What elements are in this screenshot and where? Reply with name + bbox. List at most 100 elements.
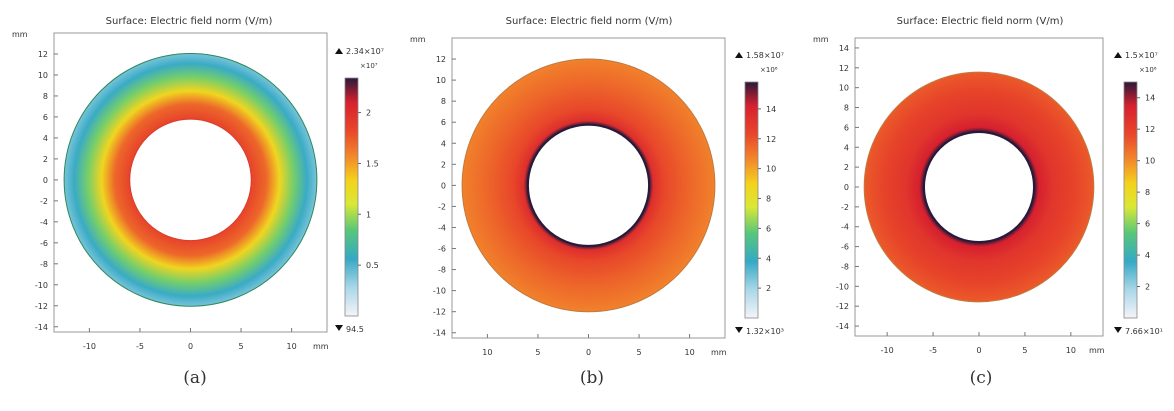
- ring-inner-edge: [129, 118, 252, 241]
- field-ring: [462, 58, 715, 312]
- y-tick-label: -8: [438, 266, 446, 275]
- chart-title: Surface: Electric field norm (V/m): [106, 16, 273, 27]
- y-tick-label: 12: [839, 64, 849, 73]
- colorbar-tick-label: 2: [366, 109, 371, 118]
- y-tick-label: 2: [844, 163, 849, 172]
- panel-a: Surface: Electric field norm (V/m) mm mm 1 2…: [0, 0, 395, 411]
- x-tick-label: -5: [929, 346, 937, 355]
- colorbar-tick-label: 6: [766, 224, 771, 233]
- y-tick-label: 4: [441, 139, 446, 148]
- x-tick-label: -10: [881, 346, 894, 355]
- x-tick-label: 10: [482, 348, 492, 357]
- colorbar-tick-label: 2: [1145, 283, 1150, 292]
- y-tick-label: 10: [839, 84, 849, 93]
- y-tick-label: 8: [441, 97, 446, 106]
- colorbar-min-label: 7.66×10¹: [1125, 327, 1163, 336]
- x-tick-label: 5: [1022, 346, 1027, 355]
- y-tick-label: -12: [35, 302, 48, 311]
- y-tick-label: 4: [43, 134, 48, 143]
- colorbar-tick-label: 1.5: [366, 159, 379, 168]
- min-marker-icon: [1114, 327, 1122, 333]
- colorbar-tick-label: 14: [1145, 94, 1155, 103]
- colorbar-tick-label: 12: [1145, 125, 1155, 134]
- y-tick-label: -2: [438, 202, 446, 211]
- x-tick-label: 5: [637, 348, 642, 357]
- y-tick-label: 2: [43, 155, 48, 164]
- y-tick-label: 6: [441, 118, 446, 127]
- chart-title: Surface: Electric field norm (V/m): [897, 16, 1064, 27]
- y-axis-label: mm: [813, 35, 829, 44]
- y-axis-label: mm: [12, 30, 28, 39]
- colorbar-tick-label: 4: [766, 254, 771, 263]
- x-tick-label: 10: [685, 348, 695, 357]
- colorbar-tick-label: 14: [766, 105, 776, 114]
- y-tick-label: -14: [35, 323, 48, 332]
- colorbar-tick-label: 4: [1145, 251, 1150, 260]
- colorbar-tick-label: 10: [1145, 157, 1155, 166]
- caption-a: (a): [183, 368, 207, 388]
- y-tick-label: 0: [43, 176, 48, 185]
- y-tick-label: -10: [836, 282, 849, 291]
- colorbar-max-label: 1.5×10⁷: [1125, 51, 1158, 60]
- x-tick-label: 10: [1066, 346, 1076, 355]
- colorbar-tick-label: 10: [766, 165, 776, 174]
- min-marker-icon: [335, 325, 343, 331]
- y-tick-label: 4: [844, 143, 849, 152]
- y-tick-label: -12: [836, 302, 849, 311]
- y-tick-label: -2: [841, 203, 849, 212]
- y-tick-label: 8: [43, 92, 48, 101]
- ring-inner-edge: [526, 123, 651, 248]
- y-tick-label: 12: [436, 55, 446, 64]
- x-axis-label: mm: [313, 342, 329, 351]
- y-tick-label: 10: [436, 76, 446, 85]
- chart-c: Surface: Electric field norm (V/m) mm mm 14…: [813, 16, 1163, 355]
- x-tick-label: 5: [239, 342, 244, 351]
- colorbar: [744, 81, 759, 319]
- colorbar-tick-label: 2: [766, 284, 771, 293]
- y-tick-label: 10: [38, 71, 48, 80]
- y-tick-label: 14: [839, 44, 849, 53]
- y-tick-label: -2: [40, 197, 48, 206]
- ring-outer-edge: [63, 52, 318, 307]
- colorbar: [344, 77, 359, 317]
- field-ring: [864, 72, 1094, 302]
- y-tick-label: -12: [433, 308, 446, 317]
- colorbar-tick-label: 1: [366, 210, 371, 219]
- colorbar-tick-label: 12: [766, 135, 776, 144]
- caption-b: (b): [579, 368, 605, 388]
- x-tick-label: 0: [188, 342, 193, 351]
- y-tick-label: -4: [841, 223, 849, 232]
- x-axis-label: mm: [711, 348, 727, 357]
- x-tick-label: 0: [976, 346, 981, 355]
- y-tick-label: -6: [841, 243, 849, 252]
- y-axis-label: mm: [410, 35, 426, 44]
- y-tick-label: -6: [40, 239, 48, 248]
- x-axis-label: mm: [1089, 346, 1105, 355]
- max-marker-icon: [1114, 52, 1122, 58]
- chart-title: Surface: Electric field norm (V/m): [506, 16, 673, 27]
- colorbar-tick-label: 0.5: [366, 261, 379, 270]
- field-ring: [64, 53, 317, 307]
- max-marker-icon: [735, 52, 743, 58]
- panel-c: Surface: Electric field norm (V/m) mm mm 14…: [795, 0, 1174, 411]
- y-tick-label: 2: [441, 160, 446, 169]
- y-tick-label: -10: [35, 281, 48, 290]
- y-tick-label: -14: [433, 329, 446, 338]
- y-tick-label: -4: [40, 218, 48, 227]
- colorbar-multiplier: ×10⁶: [760, 66, 778, 74]
- colorbar-tick-label: 8: [766, 195, 771, 204]
- colorbar-max-label: 2.34×10⁷: [346, 47, 384, 56]
- chart-a: Surface: Electric field norm (V/m) mm mm 1 2…: [12, 16, 384, 351]
- panel-b: Surface: Electric field norm (V/m) mm mm 12…: [395, 0, 795, 411]
- colorbar-tick-label: 6: [1145, 220, 1150, 229]
- colorbar-tick-label: 8: [1145, 188, 1150, 197]
- y-tick-label: -4: [438, 223, 446, 232]
- y-tick-label: -8: [841, 262, 849, 271]
- x-tick-label: 5: [535, 348, 540, 357]
- chart-b: Surface: Electric field norm (V/m) mm mm 12…: [410, 16, 784, 357]
- y-tick-label: -8: [40, 260, 48, 269]
- x-tick-label: 0: [586, 348, 591, 357]
- y-tick-label: 6: [844, 123, 849, 132]
- y-tick-label: 8: [844, 104, 849, 113]
- min-marker-icon: [735, 327, 743, 333]
